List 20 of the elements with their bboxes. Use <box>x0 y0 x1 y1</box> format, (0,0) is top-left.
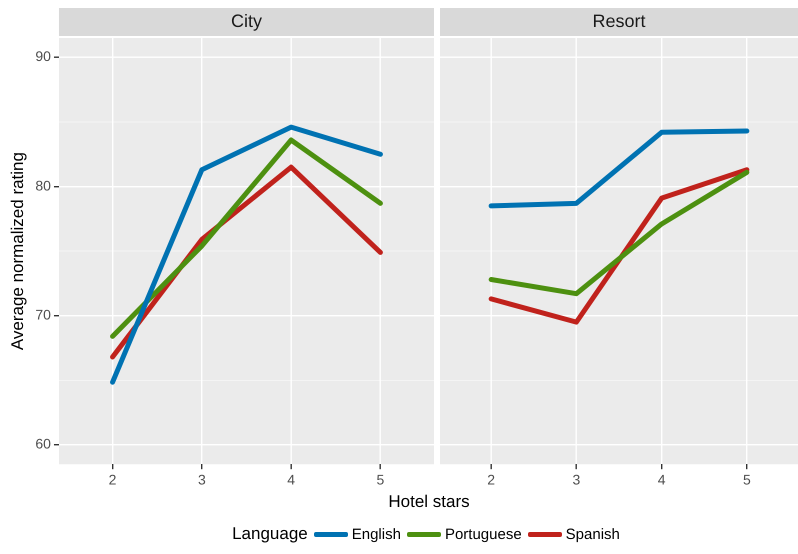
legend-label: English <box>352 526 401 542</box>
x-axis-title: Hotel stars <box>387 492 471 513</box>
y-axis-title: Average normalized rating <box>8 152 27 350</box>
x-tick-label: 5 <box>742 471 751 488</box>
y-tick-label: 70 <box>35 306 52 323</box>
x-tick-label: 4 <box>287 471 296 488</box>
x-tick-label: 5 <box>376 471 385 488</box>
x-tick-label: 3 <box>572 471 580 488</box>
x-tick-label: 2 <box>487 471 496 488</box>
legend-title: Language <box>232 524 308 544</box>
legend-label: Spanish <box>566 526 620 542</box>
y-tick-label: 90 <box>35 48 52 64</box>
y-tick-label: 80 <box>35 177 52 194</box>
legend-label: Portuguese <box>444 526 522 542</box>
x-tick-label: 3 <box>198 471 206 488</box>
y-tick-label: 60 <box>35 436 52 452</box>
x-tick-label: 2 <box>108 471 117 488</box>
chart-title: Resort <box>592 10 646 31</box>
x-tick-label: 4 <box>658 471 666 488</box>
chart-title: City <box>230 10 262 31</box>
